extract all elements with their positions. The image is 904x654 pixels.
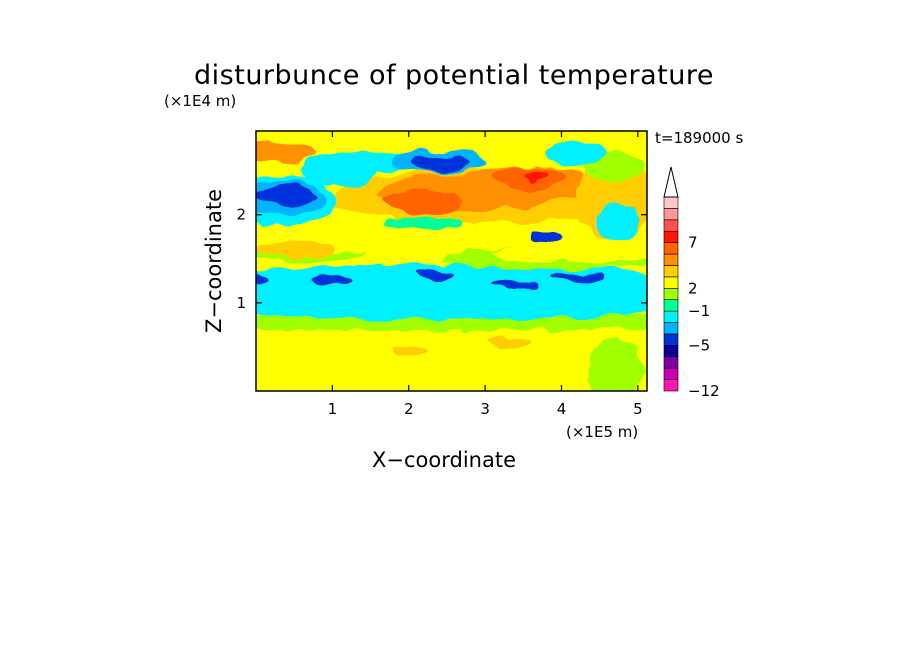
y-axis-multiplier: (×1E4 m) (164, 92, 237, 110)
contour-region (595, 205, 642, 242)
x-axis-multiplier: (×1E5 m) (566, 423, 639, 441)
contour-region (256, 272, 268, 284)
colorbar-swatch (663, 322, 679, 335)
colorbar-swatch (663, 367, 679, 380)
x-tick-label: 4 (557, 400, 567, 418)
colorbar-swatch (663, 299, 679, 312)
contour-region (530, 229, 562, 244)
colorbar-label: −5 (688, 336, 710, 354)
contour-region (546, 139, 608, 167)
colorbar-swatch (663, 242, 679, 255)
x-tick-label: 1 (328, 400, 338, 418)
contour-region (385, 189, 463, 214)
contour-region (256, 183, 318, 207)
colorbar-swatch (663, 265, 679, 278)
colorbar-swatch (663, 333, 679, 346)
colorbar-swatch (663, 310, 679, 323)
colorbar-swatch (663, 276, 679, 289)
colorbar-extend-arrow (663, 166, 679, 198)
contour-region (301, 154, 379, 187)
contour-region (492, 280, 539, 290)
contour-region (492, 245, 646, 264)
contour-region (385, 216, 463, 231)
chart-title: disturbunce of potential temperature (194, 60, 714, 91)
colorbar-swatch (663, 196, 679, 209)
x-tick-label: 5 (633, 400, 643, 418)
colorbar-swatch (663, 208, 679, 221)
plot-area (256, 131, 647, 391)
colorbar-label: −12 (688, 382, 720, 400)
contour-region (389, 346, 428, 356)
contour-region (523, 169, 547, 181)
contour-region (607, 131, 647, 149)
colorbar-swatch (663, 219, 679, 232)
x-tick-label: 3 (480, 400, 490, 418)
x-axis-label: X−coordinate (372, 448, 516, 472)
colorbar-swatch (663, 345, 679, 358)
colorbar: −12−5−127 (663, 166, 720, 400)
colorbar-swatch (663, 356, 679, 369)
y-tick-label: 1 (236, 294, 246, 312)
contour-region (256, 142, 318, 164)
contour-region (588, 338, 642, 391)
colorbar-swatch (663, 253, 679, 266)
contour-region (485, 337, 531, 348)
colorbar-label: 2 (688, 279, 698, 297)
colorbar-swatch (663, 379, 679, 392)
contour-region (256, 317, 647, 391)
colorbar-swatch (663, 230, 679, 243)
contour-region (553, 272, 608, 281)
plot-frame (255, 130, 648, 392)
colorbar-swatch (663, 287, 679, 301)
contour-region (408, 154, 470, 173)
y-tick-label: 2 (236, 206, 246, 224)
time-label: t=189000 s (655, 129, 744, 147)
contour-region (309, 275, 356, 285)
x-tick-label: 2 (404, 400, 414, 418)
colorbar-label: 7 (688, 234, 698, 252)
contour-region (256, 239, 333, 258)
contour-region (256, 264, 647, 321)
contour-region (416, 269, 455, 279)
colorbar-label: −1 (688, 302, 710, 320)
